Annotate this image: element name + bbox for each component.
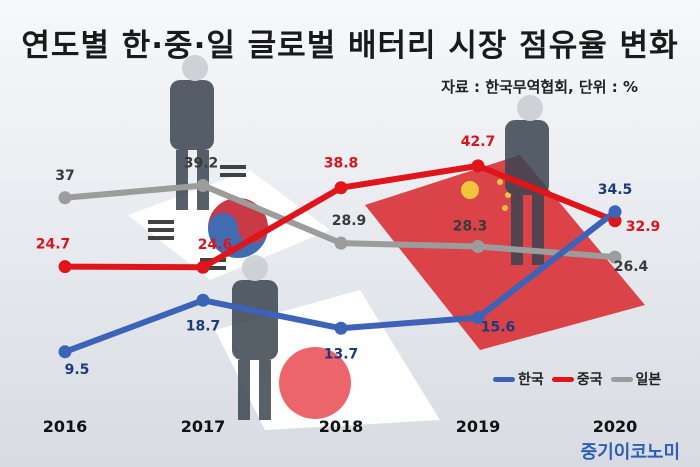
china-flag-tile xyxy=(365,155,645,350)
data-label-china-2019: 42.7 xyxy=(461,134,496,150)
legend-label-japan: 일본 xyxy=(635,372,662,388)
legend-label-korea: 한국 xyxy=(518,372,544,388)
chart-title: 연도별 한·중·일 글로벌 배터리 시장 점유율 변화 xyxy=(21,28,679,64)
data-label-japan-2017: 39.2 xyxy=(184,155,219,171)
data-label-japan-2016: 37 xyxy=(55,168,74,184)
data-point-china-2020 xyxy=(608,214,622,228)
data-point-china-2016 xyxy=(58,260,72,274)
x-tick-label-2017: 2017 xyxy=(181,417,226,436)
legend-label-china: 중국 xyxy=(576,372,603,388)
data-label-japan-2019: 28.3 xyxy=(453,219,488,235)
x-tick-label-2019: 2019 xyxy=(456,417,501,436)
data-label-china-2017: 24.6 xyxy=(198,237,233,253)
figurines xyxy=(170,55,549,420)
data-label-korea-2017: 18.7 xyxy=(186,318,221,334)
data-point-korea-2017 xyxy=(196,293,210,307)
x-tick-label-2020: 2020 xyxy=(593,417,638,436)
data-label-japan-2018: 28.9 xyxy=(332,213,367,229)
data-label-china-2018: 38.8 xyxy=(324,156,359,172)
data-point-korea-2020 xyxy=(608,205,622,219)
data-label-korea-2020: 34.5 xyxy=(598,182,633,198)
x-tick-label-2018: 2018 xyxy=(319,417,364,436)
source-note: 자료 : 한국무역협회, 단위 : % xyxy=(441,78,638,96)
data-label-korea-2018: 13.7 xyxy=(324,346,359,362)
data-point-japan-2018 xyxy=(334,236,348,250)
legend-item-china: 중국 xyxy=(551,369,603,389)
data-label-korea-2019: 15.6 xyxy=(481,320,516,336)
legend-item-japan: 일본 xyxy=(610,369,662,389)
data-point-japan-2020 xyxy=(608,250,622,264)
data-point-china-2018 xyxy=(334,181,348,195)
data-label-japan-2020: 26.4 xyxy=(614,259,649,275)
data-point-china-2017 xyxy=(196,260,210,274)
legend-swatch-korea xyxy=(493,376,515,382)
data-point-korea-2018 xyxy=(334,321,348,335)
china-flag-stars xyxy=(461,179,511,211)
japan-flag-circle xyxy=(279,347,351,419)
data-point-korea-2016 xyxy=(58,345,72,359)
legend-item-korea: 한국 xyxy=(493,369,544,389)
data-point-korea-2019 xyxy=(471,311,485,325)
legend-swatch-japan xyxy=(610,376,633,382)
data-point-japan-2019 xyxy=(471,240,485,254)
x-tick-label-2016: 2016 xyxy=(43,417,88,436)
data-label-china-2016: 24.7 xyxy=(36,237,71,253)
data-label-korea-2016: 9.5 xyxy=(65,362,90,378)
data-point-japan-2016 xyxy=(58,191,72,205)
brand-logo-text: 중기이코노미 xyxy=(580,442,680,463)
legend: 한국 중국 일본 xyxy=(493,369,661,389)
data-point-china-2019 xyxy=(471,159,485,173)
legend-swatch-china xyxy=(551,376,574,382)
data-label-china-2020: 32.9 xyxy=(626,219,661,235)
data-point-japan-2017 xyxy=(196,178,210,192)
